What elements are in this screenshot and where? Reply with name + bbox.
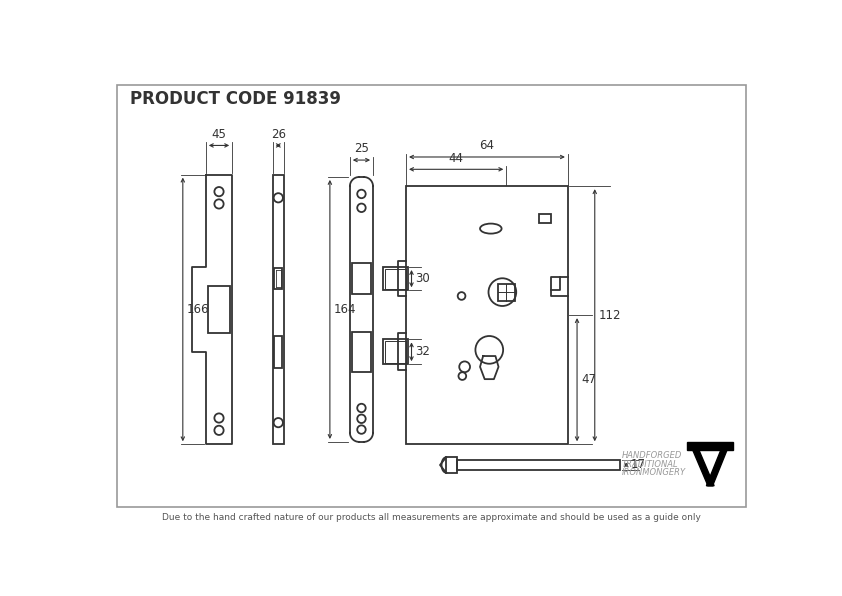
Text: 47: 47: [581, 373, 596, 386]
Bar: [274, 268, 282, 290]
Text: 26: 26: [271, 128, 285, 141]
Bar: [383, 267, 408, 290]
Bar: [406, 186, 568, 444]
Polygon shape: [693, 449, 714, 486]
Bar: [446, 457, 457, 473]
Bar: [273, 175, 284, 444]
Text: 112: 112: [599, 309, 621, 322]
Text: 30: 30: [415, 272, 430, 285]
Bar: [352, 263, 370, 294]
Text: 166: 166: [187, 303, 209, 316]
Polygon shape: [706, 449, 727, 486]
Bar: [208, 286, 230, 333]
Text: 45: 45: [211, 128, 226, 141]
Text: 44: 44: [449, 152, 464, 164]
Text: 32: 32: [415, 345, 430, 358]
Text: 25: 25: [354, 142, 369, 156]
Text: IRONMONGERY: IRONMONGERY: [621, 468, 686, 477]
Text: PRODUCT CODE 91839: PRODUCT CODE 91839: [131, 90, 342, 108]
Bar: [383, 340, 408, 364]
Bar: [385, 341, 406, 362]
Text: Due to the hand crafted nature of our products all measurements are approximate : Due to the hand crafted nature of our pr…: [163, 513, 701, 522]
Polygon shape: [687, 442, 733, 449]
Text: TRADITIONAL: TRADITIONAL: [621, 460, 679, 468]
Bar: [457, 460, 621, 470]
Text: 17: 17: [630, 458, 645, 471]
Text: HANDFORGED: HANDFORGED: [621, 451, 682, 460]
Bar: [352, 332, 370, 372]
Bar: [385, 269, 406, 288]
Text: 164: 164: [333, 303, 356, 316]
Text: 64: 64: [479, 139, 494, 153]
Bar: [539, 214, 551, 224]
Bar: [498, 284, 514, 300]
Bar: [274, 336, 282, 368]
